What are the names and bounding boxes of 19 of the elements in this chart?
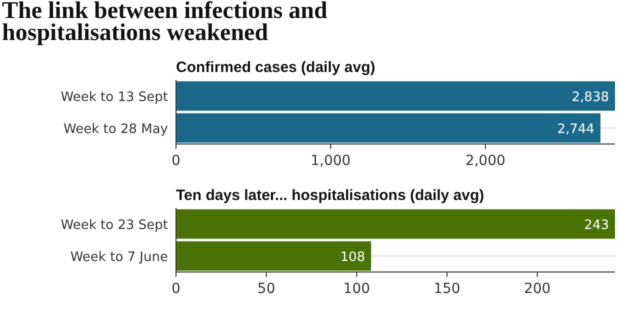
data-label: 2,744 xyxy=(557,122,594,137)
x-tick-label: 100 xyxy=(343,281,370,297)
chart-subtitle: Confirmed cases (daily avg) xyxy=(176,59,376,76)
chart-title: The link between infections and hospitalisations weakened xyxy=(2,0,328,46)
chart-subtitle: Ten days later... hospitalisations (daily avg) xyxy=(176,187,484,204)
data-label: 243 xyxy=(584,218,609,233)
x-tick-label: 150 xyxy=(434,281,460,297)
x-tick-label: 0 xyxy=(172,153,180,169)
x-tick-label: 1,000 xyxy=(310,153,351,169)
x-tick-label: 0 xyxy=(172,281,180,297)
y-tick-label: Week to 13 Sept xyxy=(60,90,168,105)
data-label: 2,838 xyxy=(572,90,609,105)
data-label: 108 xyxy=(340,250,366,265)
x-tick-label: 2,000 xyxy=(465,153,506,169)
x-tick-label: 200 xyxy=(524,281,551,297)
y-tick-label: Week to 23 Sept xyxy=(60,218,168,233)
x-tick-label: 50 xyxy=(257,281,276,297)
y-tick-label: Week to 7 June xyxy=(70,250,168,265)
y-tick-label: Week to 28 May xyxy=(64,122,168,137)
